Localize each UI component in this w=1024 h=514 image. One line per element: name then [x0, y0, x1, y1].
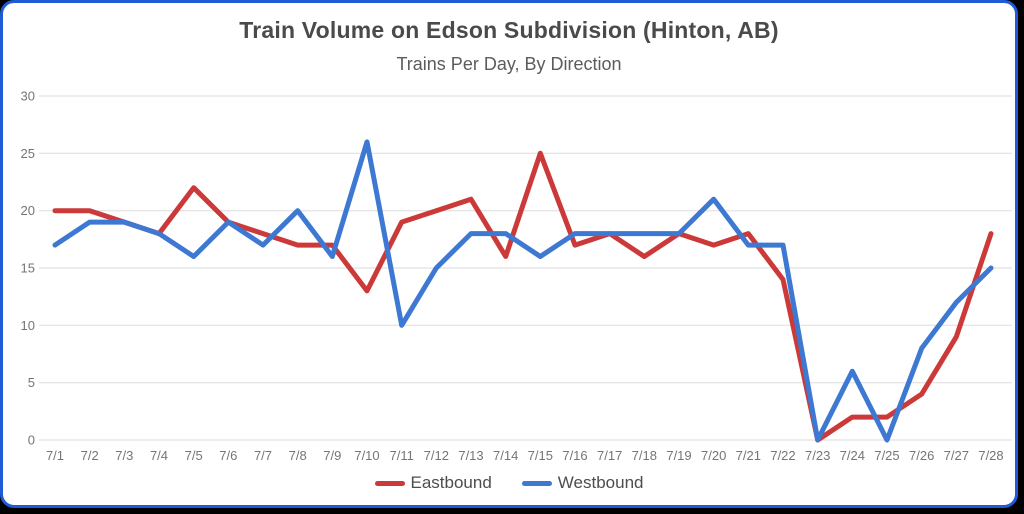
- x-tick-label: 7/19: [666, 448, 691, 463]
- x-tick-label: 7/14: [493, 448, 518, 463]
- x-tick-label: 7/11: [389, 448, 413, 463]
- x-tick-label: 7/7: [254, 448, 272, 463]
- x-tick-label: 7/27: [944, 448, 969, 463]
- y-tick-label: 15: [21, 261, 35, 276]
- x-tick-label: 7/25: [874, 448, 899, 463]
- x-tick-label: 7/21: [736, 448, 761, 463]
- westbound-line-swatch-icon: [521, 480, 552, 486]
- x-tick-label: 7/9: [323, 448, 341, 463]
- y-tick-label: 20: [21, 203, 35, 218]
- x-tick-label: 7/4: [150, 448, 168, 463]
- chart-legend: Eastbound Westbound: [3, 473, 1015, 493]
- legend-item-westbound: Westbound: [521, 473, 644, 493]
- chart-title: Train Volume on Edson Subdivision (Hinto…: [239, 17, 779, 43]
- x-tick-label: 7/1: [46, 448, 64, 463]
- x-tick-label: 7/24: [840, 448, 865, 463]
- y-tick-label: 25: [21, 146, 35, 161]
- x-tick-label: 7/13: [458, 448, 483, 463]
- x-tick-label: 7/8: [289, 448, 307, 463]
- series-line-eastbound: [52, 150, 994, 443]
- chart-subtitle: Trains Per Day, By Direction: [396, 54, 622, 74]
- legend-label-westbound: Westbound: [557, 473, 644, 492]
- legend-label-eastbound: Eastbound: [410, 473, 492, 492]
- x-tick-label: 7/28: [978, 448, 1003, 463]
- series-line-westbound: [52, 139, 994, 443]
- x-tick-label: 7/10: [354, 448, 379, 463]
- y-tick-label: 5: [28, 375, 35, 390]
- eastbound-line-swatch-icon: [374, 480, 405, 486]
- x-tick-label: 7/20: [701, 448, 726, 463]
- x-tick-label: 7/2: [81, 448, 99, 463]
- x-tick-label: 7/16: [562, 448, 587, 463]
- x-tick-label: 7/17: [597, 448, 622, 463]
- x-tick-label: 7/6: [219, 448, 237, 463]
- x-tick-label: 7/15: [528, 448, 553, 463]
- legend-item-eastbound: Eastbound: [374, 473, 492, 493]
- x-tick-label: 7/3: [115, 448, 133, 463]
- y-tick-label: 0: [28, 433, 35, 448]
- x-tick-label: 7/22: [770, 448, 795, 463]
- x-tick-label: 7/18: [632, 448, 657, 463]
- y-tick-label: 30: [21, 89, 35, 104]
- x-tick-label: 7/5: [185, 448, 203, 463]
- x-tick-label: 7/23: [805, 448, 830, 463]
- y-tick-label: 10: [21, 318, 35, 333]
- chart-canvas: 0 5 10 15 20 25 30 7/1 7/2 7/3 7/4 7/5 7/6 7/7 7/8 7/9 7…: [21, 89, 1012, 463]
- x-tick-label: 7/26: [909, 448, 934, 463]
- x-tick-label: 7/12: [424, 448, 449, 463]
